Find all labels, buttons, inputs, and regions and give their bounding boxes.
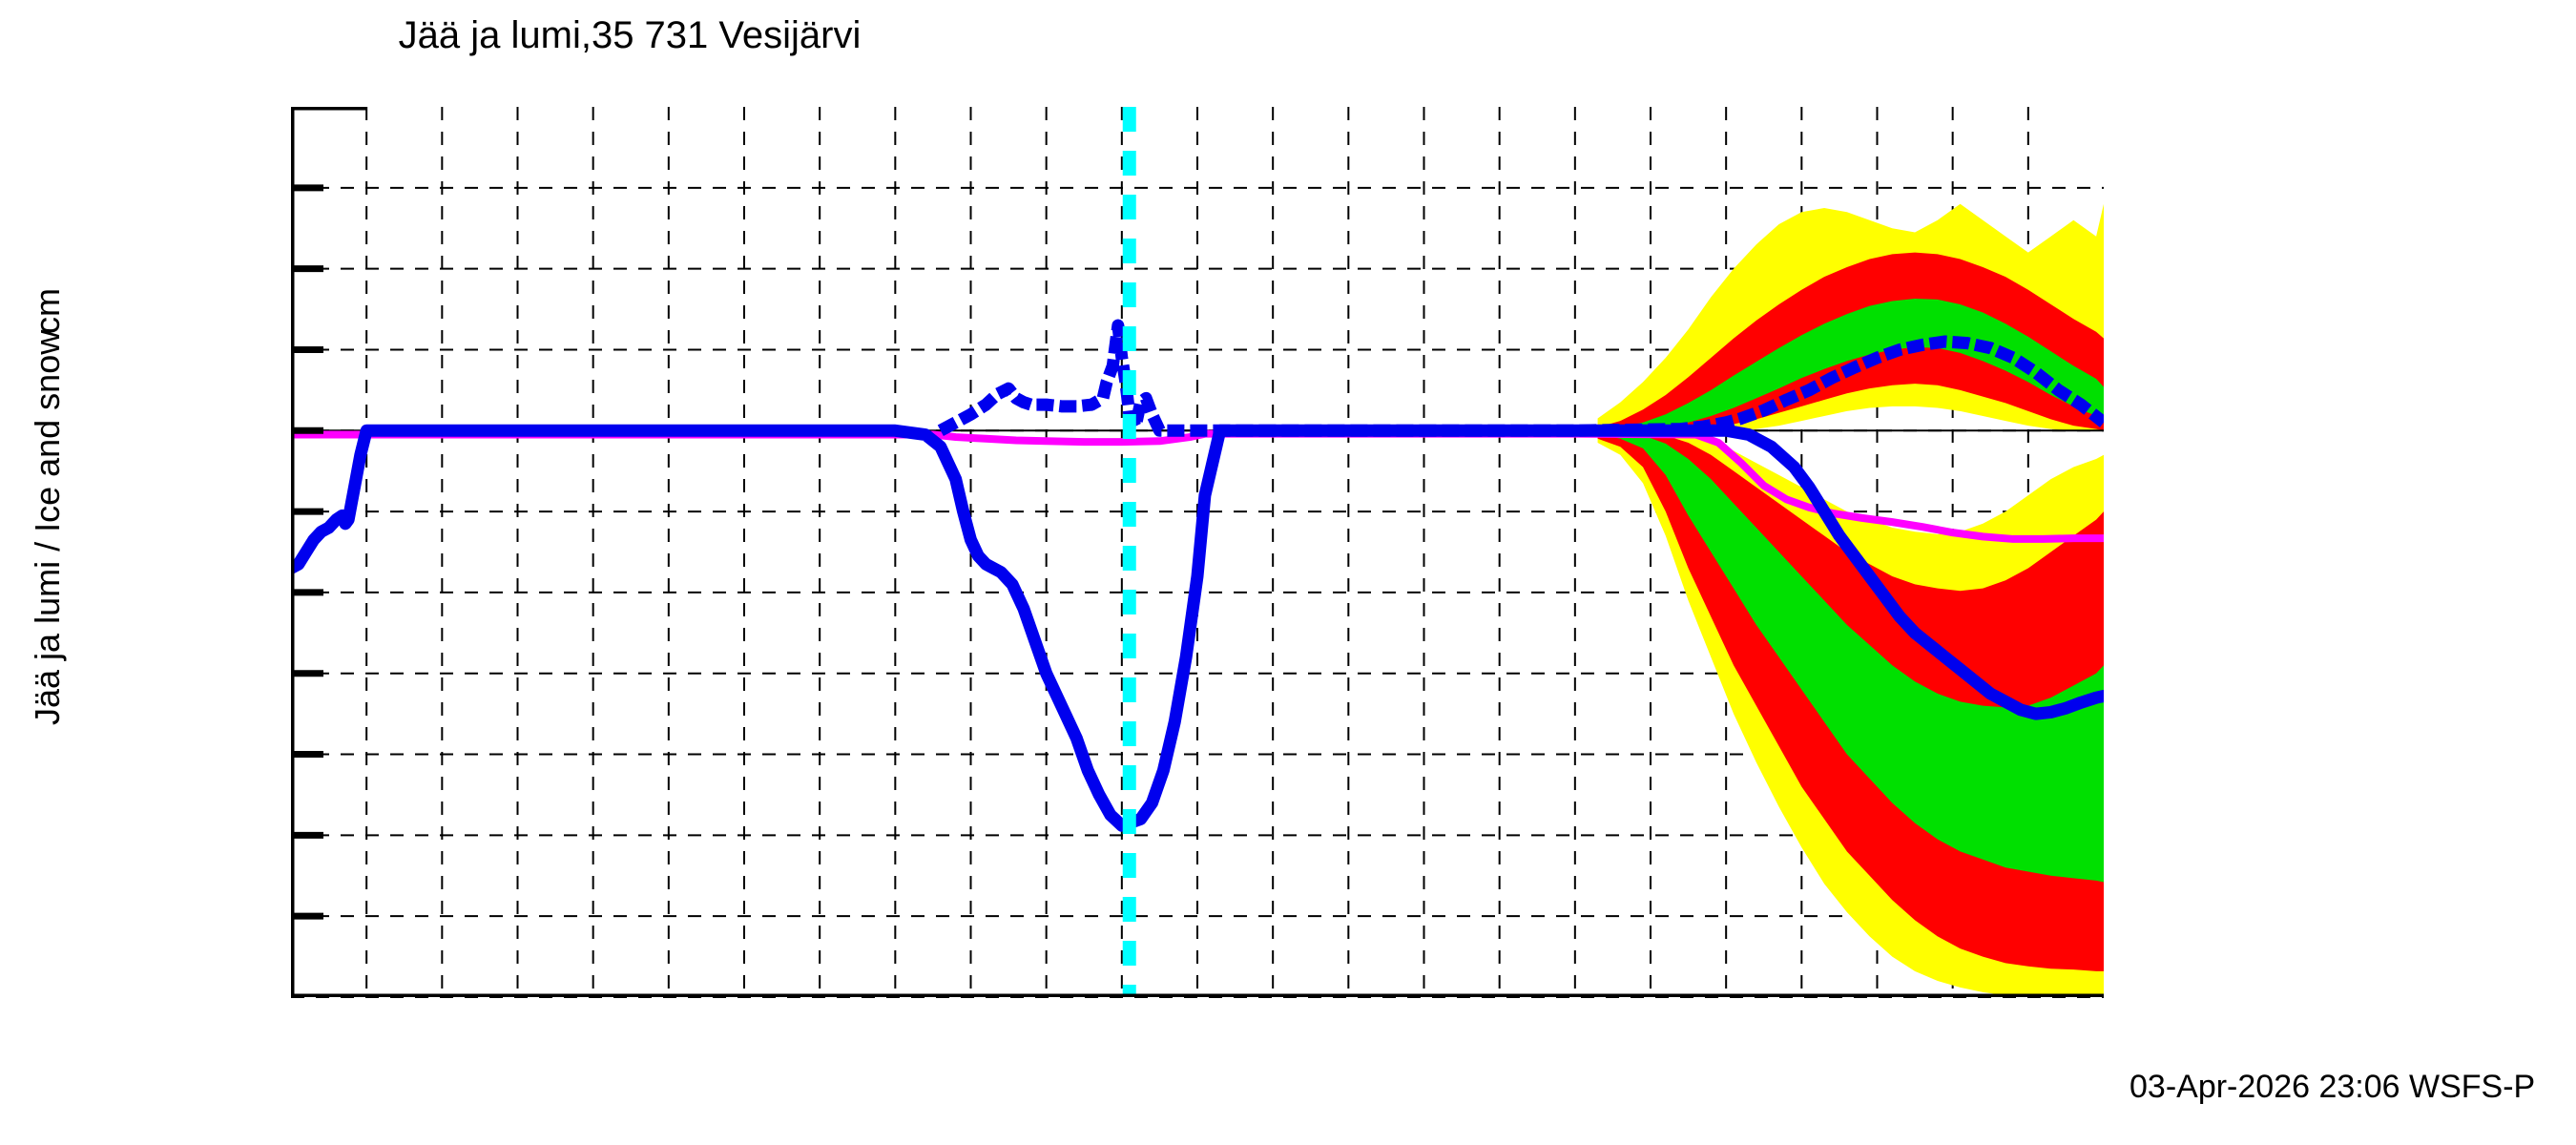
x-axis-month-label: V <box>1299 1010 1322 1049</box>
series-ice-thickness <box>291 424 2104 832</box>
x-axis-month-label: X <box>771 1010 794 1049</box>
x-axis-month-label: XII <box>912 1010 954 1049</box>
x-axis-month-label: X <box>1677 1010 1700 1049</box>
x-axis-month-label: VI <box>464 1010 496 1049</box>
y-axis-tick-label: 40 <box>232 88 270 127</box>
x-axis-year-label: 2026 <box>979 1071 1055 1110</box>
legend-label: Jään paksuus <box>2129 138 2317 173</box>
y-axis-tick-label: -30 <box>220 655 270 694</box>
y-axis-label: Jää ja lumi / Ice and snow <box>28 329 67 725</box>
x-axis-month-label: VII <box>1441 1010 1483 1049</box>
x-axis-month-label: VII <box>534 1010 576 1049</box>
legend-swatch <box>2129 213 2425 230</box>
legend-label: 5-95% vaihteluväli <box>2129 323 2378 358</box>
y-axis-tick-label: 0 <box>251 411 270 450</box>
x-axis-month-label: II <box>1074 1010 1093 1049</box>
ice-band-25-75 <box>1597 430 2104 883</box>
legend-item: Kohvajää <box>2129 472 2425 525</box>
legend-label: Kohvajää <box>2129 472 2257 507</box>
y-axis-tick-label: -40 <box>220 736 270 775</box>
snow-band-25-75 <box>1597 299 2104 431</box>
legend-sublabel: Simuloitu ja keskiennuste <box>2129 175 2474 209</box>
legend-swatch <box>2129 513 2425 525</box>
page-title: Jää ja lumi,35 731 Vesijärvi <box>399 14 862 56</box>
y-axis-unit: cm <box>28 288 67 334</box>
y-axis-tick-label: -70 <box>220 978 270 1017</box>
legend-label: Ennusteen alku <box>2129 547 2340 581</box>
y-axis-tick-label: -50 <box>220 816 270 855</box>
x-axis-month-label: II <box>1981 1010 2000 1049</box>
legend-item: 5-95% vaihteluväli <box>2129 323 2425 379</box>
legend-swatch <box>2129 436 2425 453</box>
x-axis-month-label: IV <box>1219 1010 1252 1049</box>
x-axis-year-label: 2025 <box>299 1071 375 1110</box>
x-axis-ticks: IV V VI VII VIII IX X XI XII I II III IV V VI VII VIII IX… <box>291 28 2474 1110</box>
legend-sublabel: Simuloitu ja keskiennuste <box>2129 64 2474 98</box>
legend-item: Ennusteen vaihteluväli <box>2129 249 2435 304</box>
x-axis-month-label: XI <box>1748 1010 1780 1049</box>
x-axis-month-label: I <box>1004 1010 1013 1049</box>
legend-label: 25-75% vaihteluväli <box>2129 398 2395 432</box>
legend-label: Lumen syvyys jäällä <box>2129 28 2403 62</box>
x-axis-month-label: I <box>1910 1010 1920 1049</box>
x-axis-month-label: III <box>2051 1010 2080 1049</box>
series-snow-depth <box>937 319 2104 437</box>
legend-item: Ennusteen alku <box>2129 547 2425 593</box>
x-axis-month-label: IV <box>313 1010 345 1049</box>
x-axis-year-label: 2027 <box>1885 1071 1962 1110</box>
x-axis-month-label: VIII <box>1511 1010 1563 1049</box>
legend-label: Ennusteen vaihteluväli <box>2129 249 2435 283</box>
x-axis-month-label: XII <box>1818 1010 1860 1049</box>
x-axis-month-label: VIII <box>605 1010 656 1049</box>
x-axis-month-label: V <box>393 1010 416 1049</box>
y-axis-tick-label: -10 <box>220 492 270 531</box>
y-axis-tick-label: 20 <box>232 250 270 289</box>
y-axis-tick-label: -60 <box>220 897 270 936</box>
x-axis-month-label: IX <box>690 1010 722 1049</box>
legend-item: 25-75% vaihteluväli <box>2129 398 2425 453</box>
x-axis-month-label: III <box>1145 1010 1174 1049</box>
x-axis-month-label: XI <box>841 1010 874 1049</box>
legend-swatch <box>2129 287 2425 304</box>
y-axis-tick-label: -20 <box>220 573 270 613</box>
y-axis-tick-label: 30 <box>232 169 270 208</box>
y-axis-tick-label: 10 <box>232 330 270 369</box>
x-axis-month-label: VI <box>1370 1010 1402 1049</box>
legend-swatch <box>2129 362 2425 379</box>
footer-timestamp: 03-Apr-2026 23:06 WSFS-P <box>2129 1069 2535 1105</box>
x-axis-month-label: IX <box>1596 1010 1629 1049</box>
